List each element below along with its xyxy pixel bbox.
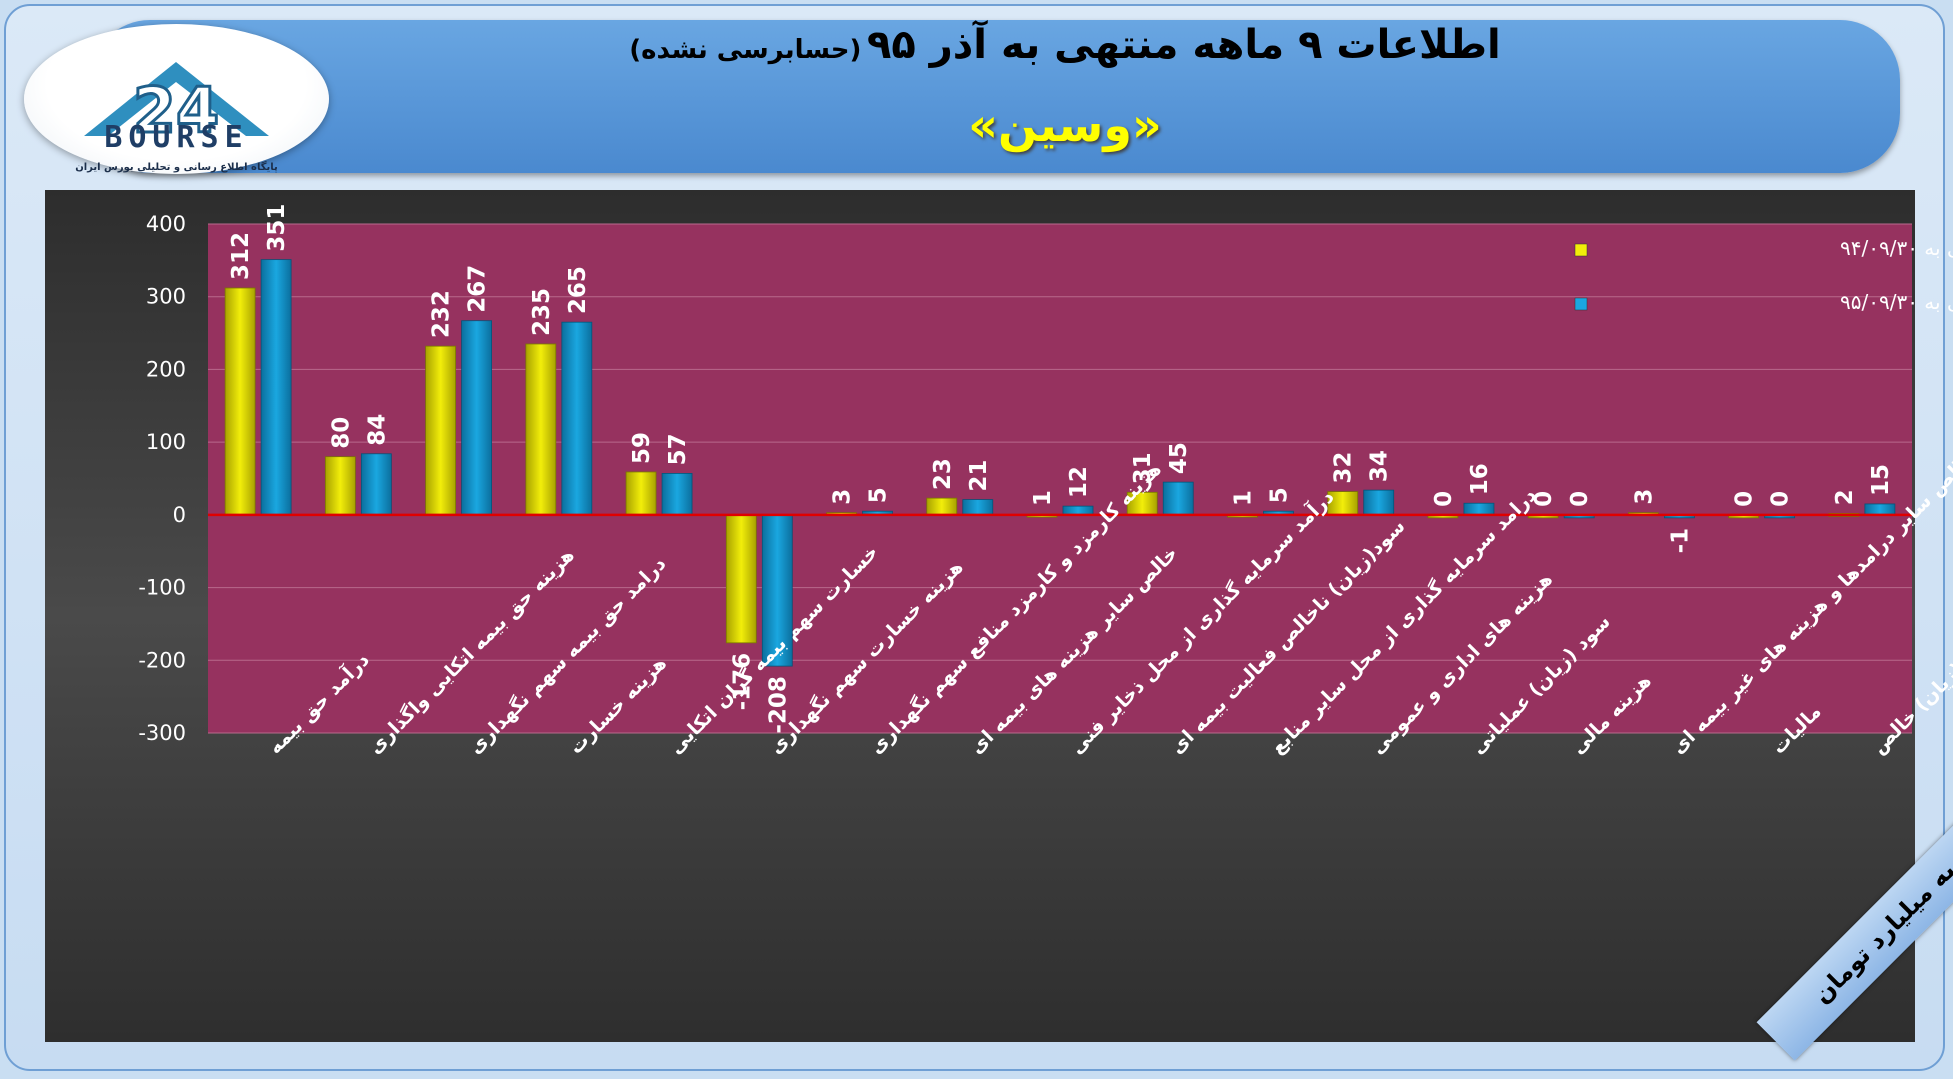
page-title: اطلاعات ۹ ماهه منتهی به آذر ۹۵ (حسابرسی …	[560, 22, 1570, 68]
data-label: 31	[1130, 452, 1156, 484]
title-main: اطلاعات ۹ ماهه منتهی به آذر ۹۵	[867, 22, 1501, 68]
bar	[761, 514, 793, 667]
data-label: 15	[1868, 464, 1894, 496]
bar	[725, 514, 757, 644]
bar	[1062, 505, 1094, 516]
data-label: -208	[765, 676, 791, 734]
data-label: 312	[228, 232, 254, 280]
data-label: 0	[1567, 491, 1593, 507]
title-note: (حسابرسی نشده)	[629, 35, 862, 65]
legend-swatch	[1574, 243, 1588, 257]
bar	[425, 345, 456, 516]
logo-text: BOURSE	[104, 120, 249, 155]
data-label: 23	[930, 458, 956, 490]
bar	[260, 259, 292, 516]
data-label: -1	[1667, 528, 1693, 554]
data-label: 267	[465, 265, 491, 313]
data-label: 351	[264, 204, 290, 252]
bar	[561, 321, 593, 516]
data-label: 5	[1266, 487, 1292, 503]
data-label: 3	[1631, 489, 1657, 505]
data-label: 57	[665, 433, 691, 465]
bar	[962, 499, 994, 516]
data-label: 2	[1832, 489, 1858, 505]
logo-tagline: پایگاه اطلاع رسانی و تحلیلی بورس ایران	[75, 162, 278, 173]
data-label: 235	[529, 288, 555, 336]
bar	[360, 453, 392, 516]
data-label: 59	[629, 432, 655, 464]
logo-mark: 24	[133, 74, 219, 147]
data-label: 1	[1230, 490, 1256, 506]
data-label: 21	[966, 460, 992, 492]
y-tick-label: 0	[173, 503, 186, 527]
bar	[525, 343, 557, 516]
bar	[625, 471, 657, 516]
header-banner	[90, 20, 1900, 173]
data-label: 45	[1166, 442, 1192, 474]
data-label: 32	[1331, 452, 1357, 484]
data-label: 34	[1367, 450, 1393, 482]
y-tick-label: -200	[138, 648, 186, 672]
bar	[1363, 489, 1395, 516]
data-label: 265	[565, 266, 591, 314]
data-label: 0	[1531, 491, 1557, 507]
legend-swatch	[1574, 297, 1588, 311]
bar	[224, 287, 256, 516]
bourse24-logo: 24 BOURSE پایگاه اطلاع رسانی و تحلیلی بو…	[24, 24, 329, 174]
y-tick-label: -300	[138, 721, 186, 745]
bar	[1864, 503, 1896, 516]
y-tick-label: -100	[138, 576, 186, 600]
data-label: 0	[1431, 491, 1457, 507]
data-label: 0	[1732, 491, 1758, 507]
y-tick-label: 100	[146, 430, 186, 454]
bar	[661, 473, 693, 516]
data-label: 1	[1030, 490, 1056, 506]
y-tick-label: 400	[146, 212, 186, 236]
data-label: 232	[429, 290, 455, 338]
bar	[324, 456, 356, 516]
legend-entry: عملکرد منتهی به ۹۵/۰۹/۳۰	[1840, 290, 1953, 314]
data-label: -176	[729, 653, 755, 711]
legend-entry: عملکرد منتهی به ۹۴/۰۹/۳۰	[1840, 236, 1953, 260]
data-label: 80	[328, 417, 354, 449]
y-tick-label: 200	[146, 357, 186, 381]
bar	[1162, 481, 1194, 516]
plot-area	[208, 224, 1912, 733]
y-tick-label: 300	[146, 285, 186, 309]
data-label: 16	[1467, 463, 1493, 495]
company-name: «وسین»	[968, 98, 1162, 152]
data-label: 5	[866, 487, 892, 503]
bar	[1463, 502, 1495, 516]
bar	[926, 497, 958, 516]
data-label: 0	[1768, 491, 1794, 507]
data-label: 84	[364, 414, 390, 446]
data-label: 12	[1066, 466, 1092, 498]
data-label: 3	[830, 489, 856, 505]
bar	[461, 320, 492, 516]
